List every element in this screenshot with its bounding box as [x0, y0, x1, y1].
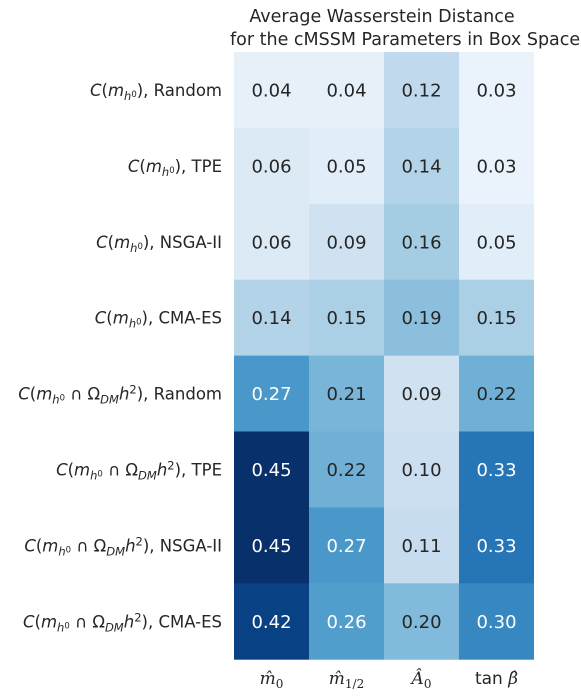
- cell-value-label: 0.09: [326, 232, 366, 253]
- heatmap-cell: [234, 203, 309, 281]
- cell-value-label: 0.33: [476, 536, 516, 557]
- heatmap-cell: [384, 279, 459, 357]
- heatmap-cell: [384, 355, 459, 432]
- heatmap-cell: [234, 52, 309, 129]
- column-label: m̂0: [260, 669, 284, 691]
- cell-value-label: 0.21: [326, 384, 366, 405]
- heatmap-cell: [309, 203, 384, 281]
- heatmap-cell: [234, 507, 309, 584]
- heatmap-cell: [234, 583, 309, 660]
- heatmap-cell: [309, 279, 384, 357]
- heatmap-cell: [234, 127, 309, 205]
- cell-value-label: 0.05: [326, 156, 366, 177]
- heatmap-cell: [309, 431, 384, 508]
- heatmap-cell: [309, 355, 384, 432]
- chart-title-line-2: for the cMSSM Parameters in Box Space: [230, 30, 581, 50]
- heatmap-cell: [459, 431, 534, 508]
- cell-value-label: 0.26: [326, 612, 366, 633]
- heatmap-cell: [384, 127, 459, 205]
- cell-value-label: 0.22: [326, 460, 366, 481]
- cell-value-label: 0.27: [326, 536, 366, 557]
- cell-value-label: 0.15: [476, 308, 516, 329]
- heatmap-cell: [234, 279, 309, 357]
- heatmap-cell: [459, 355, 534, 432]
- cell-value-label: 0.09: [401, 384, 441, 405]
- cell-value-label: 0.10: [401, 460, 441, 481]
- heatmap-cell: [459, 507, 534, 584]
- row-label: C(mh0 ∩ ΩDMh2), NSGA-II: [24, 534, 222, 558]
- row-label: C(mh0 ∩ ΩDMh2), TPE: [56, 458, 222, 482]
- row-labels: C(mh0), Random C(mh0), TPE C(mh0), NSGA-II…: [18, 81, 222, 634]
- cell-value-label: 0.27: [251, 384, 291, 405]
- column-label: Â0: [410, 668, 432, 691]
- heatmap-cell: [309, 507, 384, 584]
- cell-value-label: 0.16: [401, 232, 441, 253]
- cell-value-label: 0.33: [476, 460, 516, 481]
- chart-title: Average Wasserstein Distance for the cMS…: [230, 6, 581, 52]
- column-labels: m̂0 m̂1/2 Â0 tan β̂: [260, 668, 519, 691]
- heatmap-cell: [309, 127, 384, 205]
- cell-value-label: 0.06: [251, 232, 291, 253]
- heatmap-cell: [384, 507, 459, 584]
- row-label: C(mh0), Random: [90, 81, 222, 103]
- cell-value-label: 0.20: [401, 612, 441, 633]
- row-label: C(mh0), NSGA-II: [96, 233, 222, 255]
- cell-value-label: 0.04: [251, 80, 291, 101]
- cell-value-label: 0.30: [476, 612, 516, 633]
- row-label: C(mh0), CMA-ES: [95, 309, 222, 331]
- heatmap-cell: [384, 431, 459, 508]
- cell-value-label: 0.14: [401, 156, 441, 177]
- chart-title-line-1: Average Wasserstein Distance: [249, 7, 515, 27]
- cell-value-label: 0.06: [251, 156, 291, 177]
- row-label: C(mh0 ∩ ΩDMh2), Random: [18, 383, 222, 407]
- cell-value-label: 0.15: [326, 308, 366, 329]
- heatmap-cell: [384, 203, 459, 281]
- heatmap-cell: [309, 52, 384, 129]
- column-label: m̂1/2: [329, 669, 364, 691]
- heatmap-cells: 0.04 0.04 0.12 0.03 0.06 0.05 0.14 0.03 0.06 0.09…: [234, 52, 534, 660]
- heatmap-cell: [459, 52, 534, 129]
- heatmap-cell: [459, 583, 534, 660]
- cell-value-label: 0.19: [401, 308, 441, 329]
- cell-value-label: 0.03: [476, 156, 516, 177]
- cell-value-label: 0.22: [476, 384, 516, 405]
- cell-value-label: 0.05: [476, 232, 516, 253]
- heatmap-cell: [309, 583, 384, 660]
- cell-value-label: 0.11: [401, 536, 441, 557]
- heatmap-cell: [384, 583, 459, 660]
- heatmap-cell: [234, 355, 309, 432]
- cell-value-label: 0.04: [326, 80, 366, 101]
- cell-value-label: 0.12: [401, 80, 441, 101]
- heatmap-cell: [459, 279, 534, 357]
- cell-value-label: 0.03: [476, 80, 516, 101]
- row-label: C(mh0 ∩ ΩDMh2), CMA-ES: [23, 610, 222, 634]
- column-label: tan β̂: [475, 669, 518, 689]
- heatmap-cell: [459, 127, 534, 205]
- cell-value-label: 0.42: [251, 612, 291, 633]
- cell-value-label: 0.14: [251, 308, 291, 329]
- cell-value-label: 0.45: [251, 460, 291, 481]
- row-label: C(mh0), TPE: [128, 157, 222, 179]
- heatmap-cell: [234, 431, 309, 508]
- cell-value-label: 0.45: [251, 536, 291, 557]
- heatmap-cell: [459, 203, 534, 281]
- heatmap-cell: [384, 52, 459, 129]
